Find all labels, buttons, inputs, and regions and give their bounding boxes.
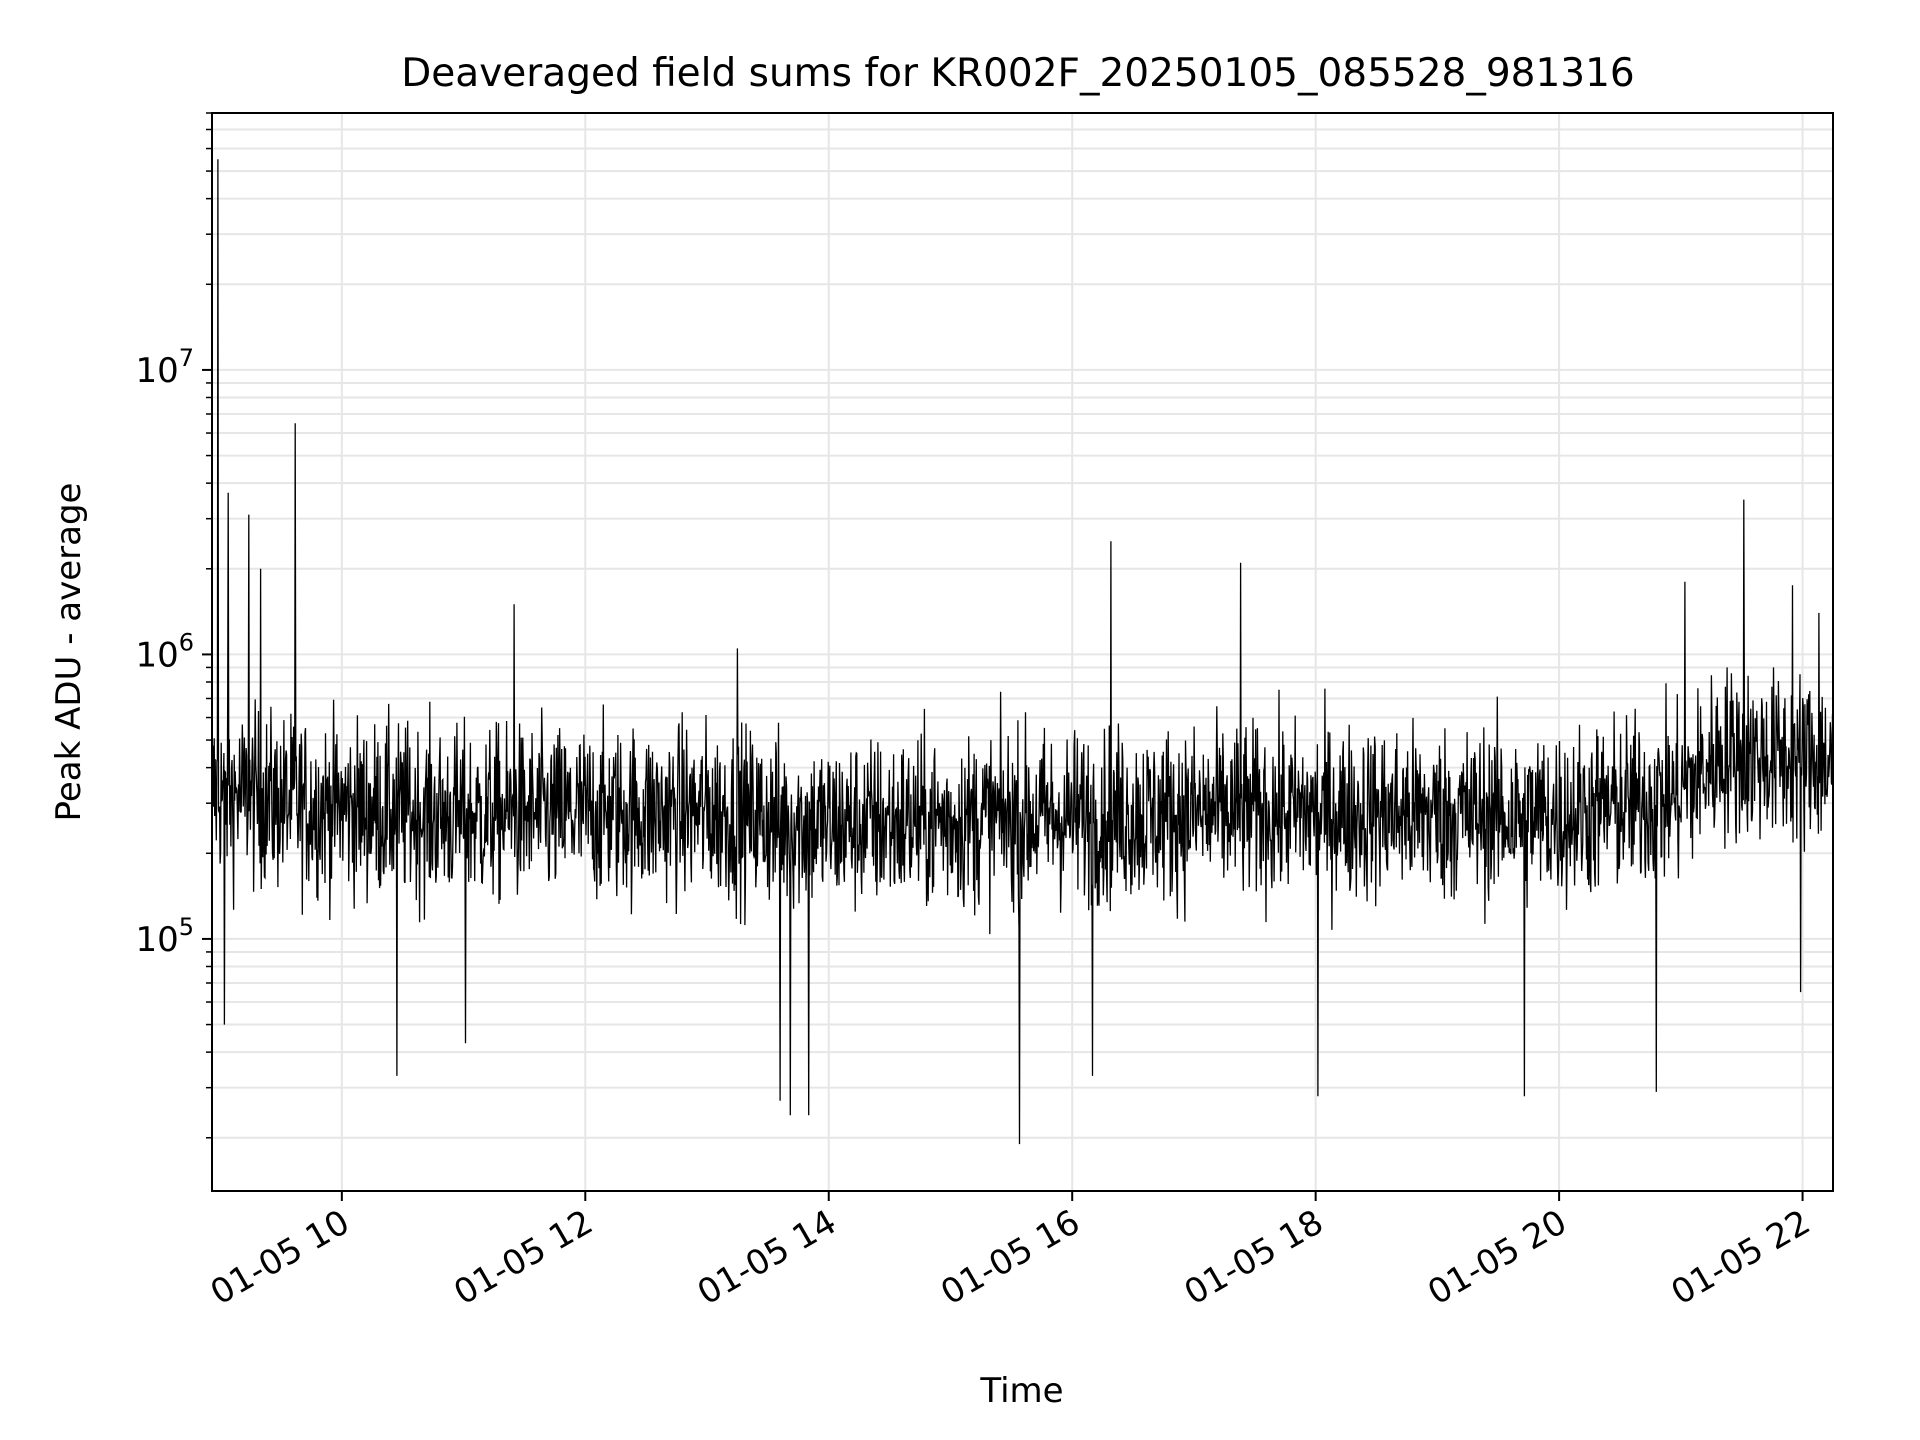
y-tick-label: 106 (135, 628, 194, 675)
plot-frame (211, 112, 1834, 1192)
x-axis: 01-05 10 01-05 12 01-05 14 01-05 16 01-05 18… (204, 1191, 1817, 1313)
x-tick-label: 01-05 20 (1421, 1202, 1573, 1313)
chart-title: Deaveraged field sums for KR002F_2025010… (401, 51, 1634, 96)
x-tick-label: 01-05 10 (204, 1202, 356, 1313)
y-tick-label: 107 (135, 344, 194, 391)
y-tick-label: 105 (135, 913, 194, 960)
x-tick-label: 01-05 22 (1665, 1202, 1817, 1313)
x-tick-label: 01-05 16 (934, 1202, 1086, 1313)
series-line (211, 159, 1834, 1145)
y-axis: 105 106 107 (135, 112, 212, 1139)
grid (212, 112, 1833, 1191)
x-tick-label: 01-05 14 (691, 1202, 843, 1313)
x-tick-label: 01-05 18 (1178, 1202, 1330, 1313)
y-axis-label: Peak ADU - average (49, 483, 89, 822)
data-series (211, 159, 1834, 1145)
x-tick-label: 01-05 12 (447, 1202, 599, 1313)
x-axis-label: Time (979, 1371, 1063, 1411)
plot-area (212, 113, 1833, 1191)
